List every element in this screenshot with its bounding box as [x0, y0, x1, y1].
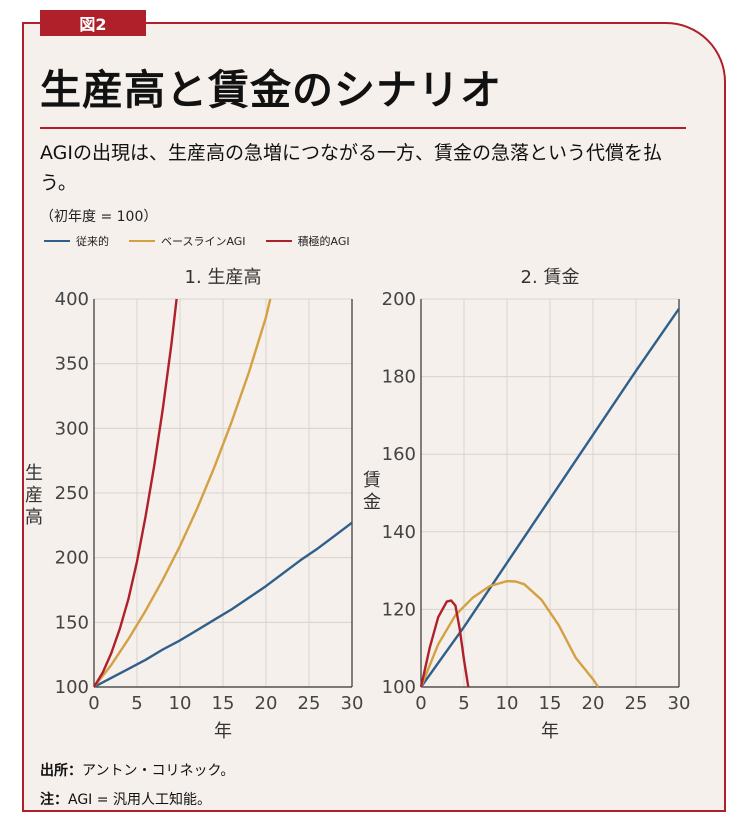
note-line: 注：AGI = 汎用人工知能。: [40, 789, 211, 809]
legend-item-aggressive: 積極的AGI: [265, 233, 350, 249]
chart1-y-tick-label: 150: [55, 612, 89, 633]
source-line: 出所：アントン・コリネック。: [40, 760, 234, 780]
chart1-series-line-2: [93, 298, 272, 688]
chart1-x-tick-label: 0: [88, 693, 99, 714]
chart2-x-tick-label: 20: [582, 693, 605, 714]
legend-label-conventional: 従来的: [76, 235, 109, 248]
chart2-y-tick-label: 140: [382, 522, 416, 543]
chart1-y-tick-label: 300: [55, 418, 89, 439]
chart2-x-tick-label: 5: [458, 693, 469, 714]
chart2-x-tick-label: 0: [415, 693, 426, 714]
chart1-x-tick-label: 20: [255, 693, 278, 714]
legend-item-conventional: 従来的: [44, 233, 109, 249]
chart2-y-tick-label: 120: [382, 599, 416, 620]
chart2-x-tick-label: 25: [625, 693, 648, 714]
legend-item-baseline: ベースラインAGI: [129, 233, 246, 249]
figure-label: 図2: [40, 10, 146, 36]
chart1-title: 1. 生産高: [185, 267, 262, 288]
legend-swatch-baseline: [129, 240, 155, 242]
chart2-series-line-2: [419, 579, 600, 688]
chart2-series-line-1: [420, 308, 680, 688]
chart2-x-tick-label: 15: [539, 693, 562, 714]
chart1-x-tick-label: 10: [169, 693, 192, 714]
chart2-x-tick-label: 30: [668, 693, 691, 714]
title-divider: [40, 127, 686, 129]
chart1-y-tick-label: 250: [55, 483, 89, 504]
source-label: 出所：: [40, 763, 82, 779]
source-text: アントン・コリネック。: [82, 763, 235, 779]
legend-swatch-conventional: [44, 240, 70, 242]
chart1-series-line-1: [93, 521, 353, 689]
chart2-y-tick-label: 180: [382, 367, 416, 388]
chart1-y-label: 生産高: [25, 463, 43, 528]
chart2-x-tick-label: 10: [496, 693, 519, 714]
chart2-y-tick-label: 100: [382, 677, 416, 698]
chart1-x-label: 年: [214, 721, 232, 742]
chart2-series-line-3: [419, 599, 470, 688]
chart2-y-label: 賃金: [363, 470, 381, 513]
legend-swatch-aggressive: [265, 240, 292, 242]
chart1-x-tick-label: 5: [131, 693, 142, 714]
chart2-y-tick-label: 160: [382, 444, 416, 465]
chart1-x-tick-label: 15: [212, 693, 235, 714]
chart1-y-tick-label: 350: [55, 354, 89, 375]
note-label: 注：: [40, 792, 68, 808]
chart1-y-tick-label: 200: [55, 548, 89, 569]
chart1-x-tick-label: 30: [341, 693, 364, 714]
chart1-x-tick-label: 25: [298, 693, 321, 714]
page-title: 生産高と賃金のシナリオ: [40, 66, 502, 114]
base-year-note: （初年度 = 100）: [40, 209, 158, 225]
chart2-y-tick-label: 200: [382, 289, 416, 310]
legend-label-baseline: ベースラインAGI: [161, 235, 246, 248]
chart1-series-line-3: [92, 298, 178, 688]
chart1-y-tick-label: 400: [55, 289, 89, 310]
chart2-title: 2. 賃金: [521, 267, 580, 288]
subtitle: AGIの出現は、生産高の急増につながる一方、賃金の急落という代償を払う。: [40, 142, 662, 194]
legend-label-aggressive: 積極的AGI: [297, 235, 350, 248]
chart2-x-label: 年: [541, 721, 559, 742]
chart1-y-tick-label: 100: [55, 677, 89, 698]
note-text: AGI = 汎用人工知能。: [68, 792, 211, 808]
legend: 従来的 ベースラインAGI 積極的AGI: [44, 233, 370, 249]
